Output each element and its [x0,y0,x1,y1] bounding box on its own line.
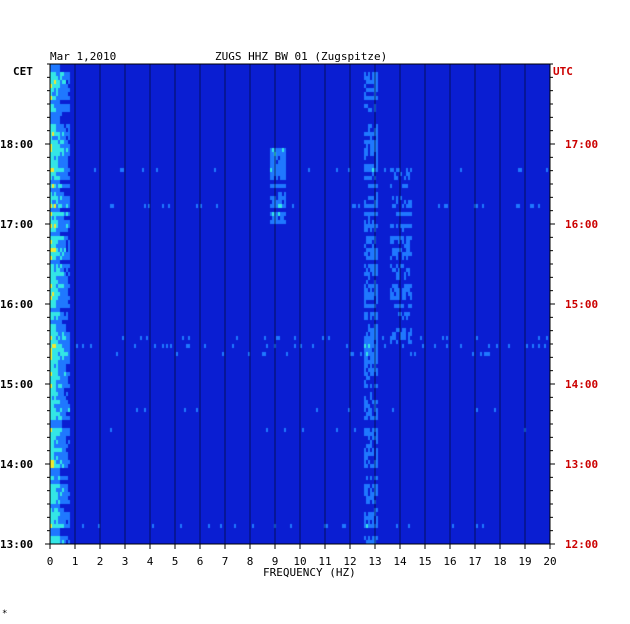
frequency-tick-label: 12 [343,555,356,568]
frequency-tick-label: 20 [543,555,556,568]
frequency-tick-label: 6 [197,555,204,568]
footnote-mark: * [2,609,7,619]
utc-tick-label: 13:00 [565,458,598,471]
date-label: Mar 1,2010 [50,50,116,63]
x-axis-label: FREQUENCY (HZ) [263,566,356,579]
frequency-tick-label: 17 [468,555,481,568]
cet-tick-label: 17:00 [0,218,33,231]
frequency-tick-label: 16 [443,555,456,568]
utc-tick-label: 12:00 [565,538,598,551]
frequency-tick-label: 8 [247,555,254,568]
frequency-tick-label: 18 [493,555,506,568]
frequency-axis: 0 1 2 3 4 5 6 7 8 9 10 11 12 13 14 15 16 17 18 19 20 [47,544,557,568]
chart-title: ZUGS HHZ BW 01 (Zugspitze) [215,50,387,63]
right-time-axis: 12:00 13:00 14:00 15:00 16:00 17:00 [550,63,598,551]
frequency-tick-label: 15 [418,555,431,568]
cet-tick-label: 15:00 [0,378,33,391]
frequency-tick-label: 0 [47,555,54,568]
frequency-tick-label: 3 [122,555,129,568]
utc-axis-label: UTC [553,65,573,78]
utc-tick-label: 17:00 [565,138,598,151]
grid-lines [49,63,551,545]
frequency-tick-label: 7 [222,555,229,568]
frequency-tick-label: 9 [272,555,279,568]
utc-tick-label: 15:00 [565,298,598,311]
frequency-tick-label: 4 [147,555,154,568]
frequency-tick-label: 14 [393,555,407,568]
cet-tick-label: 14:00 [0,458,33,471]
frequency-tick-label: 11 [318,555,331,568]
utc-tick-label: 16:00 [565,218,598,231]
cet-tick-label: 18:00 [0,138,33,151]
frequency-tick-label: 5 [172,555,179,568]
cet-tick-label: 13:00 [0,538,33,551]
utc-tick-label: 14:00 [565,378,598,391]
frequency-tick-label: 10 [293,555,306,568]
frequency-tick-label: 13 [368,555,381,568]
frequency-tick-label: 2 [97,555,104,568]
cet-tick-label: 16:00 [0,298,33,311]
frequency-tick-label: 19 [518,555,531,568]
frequency-tick-label: 1 [72,555,79,568]
cet-axis-label: CET [13,65,33,78]
left-time-axis: 13:00 14:00 15:00 16:00 17:00 18:00 [0,63,50,551]
